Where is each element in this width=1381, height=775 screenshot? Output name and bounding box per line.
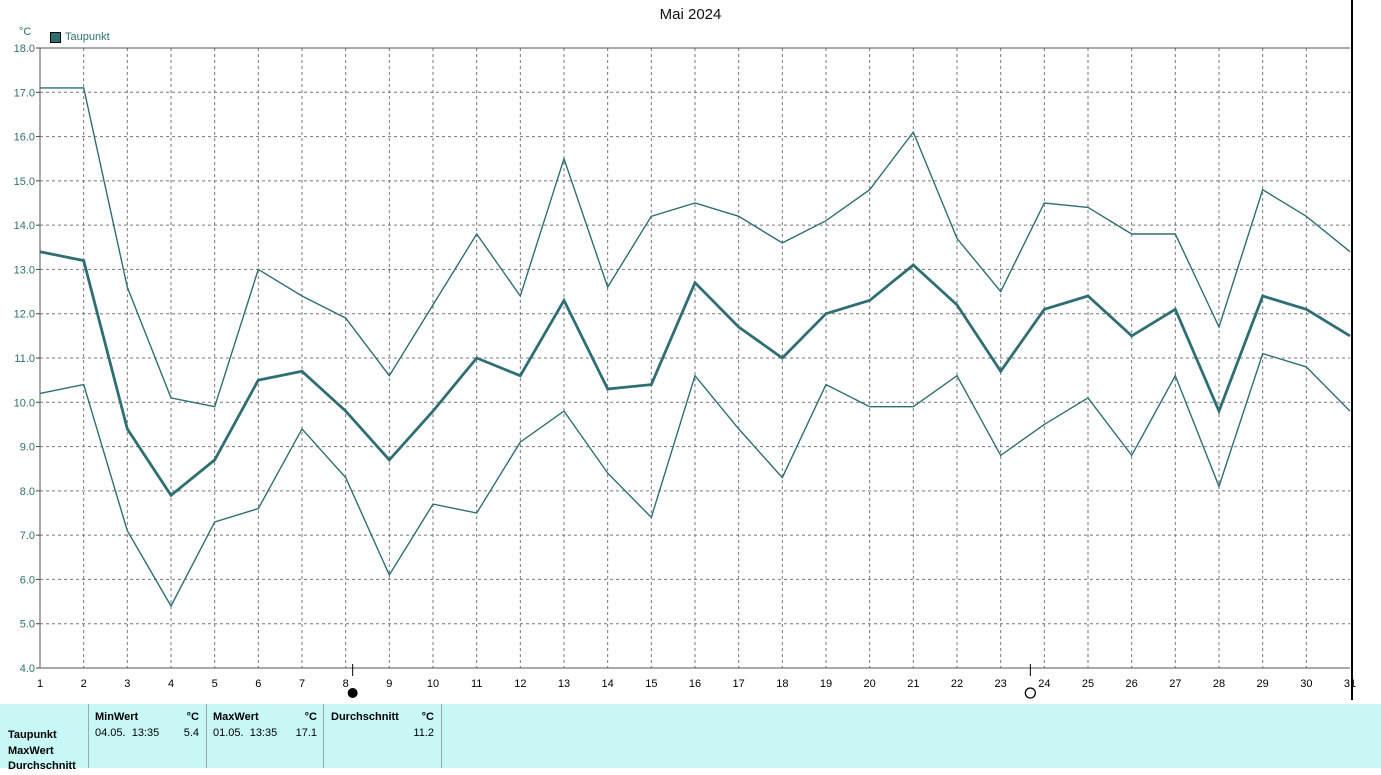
y-tick-label: 7.0 <box>20 530 35 542</box>
max-column: MaxWert °C 01.05. 13:35 17.1 <box>206 704 324 768</box>
max-header: MaxWert <box>213 711 259 723</box>
legend: Taupunkt <box>50 31 110 43</box>
legend-label: Taupunkt <box>65 31 110 43</box>
y-tick-label: 17.0 <box>14 87 35 99</box>
x-tick-label: 18 <box>776 678 788 690</box>
x-tick-label: 13 <box>558 678 570 690</box>
x-tick-label: 28 <box>1213 678 1225 690</box>
avg-column: Durchschnitt °C 11.2 <box>323 704 442 768</box>
min-column: MinWert °C 04.05. 13:35 5.4 <box>88 704 207 768</box>
x-tick-label: 19 <box>820 678 832 690</box>
x-tick-label: 7 <box>299 678 305 690</box>
avg-unit: °C <box>421 711 434 723</box>
y-tick-label: 15.0 <box>14 176 35 188</box>
x-tick-label: 29 <box>1257 678 1269 690</box>
avg-header: Durchschnitt <box>331 711 399 723</box>
new-moon-icon <box>1024 687 1036 699</box>
x-tick-label: 5 <box>212 678 218 690</box>
x-tick-label: 14 <box>602 678 614 690</box>
stats-end-divider <box>441 704 443 768</box>
y-tick-label: 10.0 <box>14 397 35 409</box>
statistics-panel: Taupunkt MaxWert Durchschnitt MinWert °C… <box>0 704 1381 772</box>
y-tick-label: 13.0 <box>14 264 35 276</box>
x-tick-label: 23 <box>995 678 1007 690</box>
y-tick-label: 9.0 <box>20 442 35 454</box>
y-tick-label: 12.0 <box>14 309 35 321</box>
row-label-taupunkt: Taupunkt <box>8 729 57 741</box>
x-tick-label: 1 <box>37 678 43 690</box>
y-tick-label: 14.0 <box>14 220 35 232</box>
full-moon-icon <box>347 688 358 698</box>
x-tick-label: 4 <box>168 678 174 690</box>
row-label-durchschnitt: Durchschnitt <box>8 760 76 772</box>
max-unit: °C <box>304 711 317 723</box>
y-tick-label: 6.0 <box>20 574 35 586</box>
x-tick-label: 12 <box>514 678 526 690</box>
x-tick-label: 9 <box>386 678 392 690</box>
x-tick-label: 16 <box>689 678 701 690</box>
min-time: 04.05. 13:35 <box>95 727 160 739</box>
y-tick-label: 8.0 <box>20 486 35 498</box>
x-tick-label: 2 <box>81 678 87 690</box>
min-value: 5.4 <box>183 727 199 739</box>
x-tick-label: 15 <box>645 678 657 690</box>
max-value: 17.1 <box>295 727 317 739</box>
avg-value: 11.2 <box>413 727 434 739</box>
min-header: MinWert <box>95 711 139 723</box>
x-tick-label: 31 <box>1344 678 1356 690</box>
x-tick-label: 21 <box>907 678 919 690</box>
series-line <box>39 352 1351 608</box>
x-tick-label: 8 <box>343 678 349 690</box>
x-tick-label: 20 <box>864 678 876 690</box>
series-line <box>40 87 1351 408</box>
min-unit: °C <box>186 711 199 723</box>
y-tick-label: 18.0 <box>14 43 35 55</box>
x-tick-label: 25 <box>1082 678 1094 690</box>
y-tick-label: 16.0 <box>14 132 35 144</box>
x-tick-label: 3 <box>124 678 130 690</box>
row-label-maxwert: MaxWert <box>8 744 54 757</box>
y-tick-label: 5.0 <box>20 619 35 631</box>
x-tick-label: 6 <box>255 678 261 690</box>
chart-title: Mai 2024 <box>659 6 722 23</box>
x-tick-label: 10 <box>427 678 439 690</box>
x-tick-label: 17 <box>733 678 745 690</box>
series-line <box>39 250 1351 498</box>
x-tick-label: 24 <box>1038 678 1050 690</box>
plot-right-border <box>1351 0 1353 700</box>
y-tick-label: 4.0 <box>20 663 35 675</box>
legend-swatch <box>50 31 61 43</box>
y-tick-label: 11.0 <box>14 353 35 365</box>
x-tick-label: 26 <box>1126 678 1138 690</box>
x-tick-label: 30 <box>1300 678 1312 690</box>
chart-plot: 4.05.06.07.08.09.010.011.012.013.014.015… <box>14 43 1356 699</box>
x-tick-label: 22 <box>951 678 963 690</box>
x-tick-label: 27 <box>1169 678 1181 690</box>
y-axis-unit: °C <box>19 26 32 38</box>
max-time: 01.05. 13:35 <box>213 727 278 739</box>
x-tick-label: 11 <box>471 678 482 690</box>
